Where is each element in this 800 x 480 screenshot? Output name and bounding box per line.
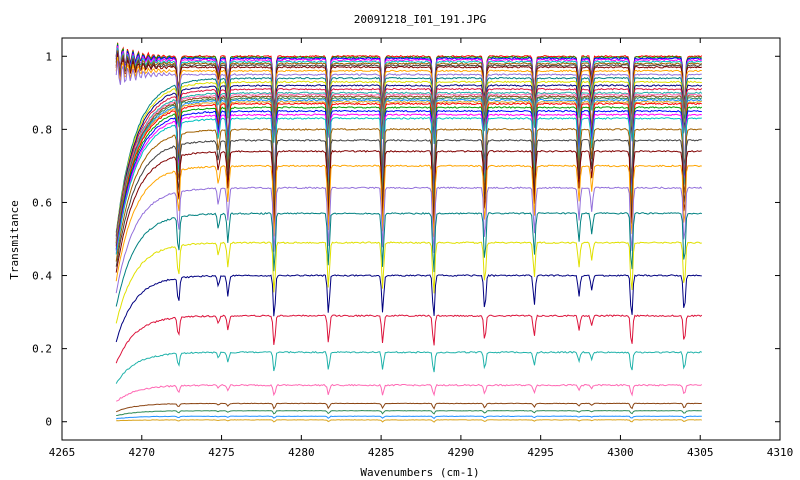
- y-tick-label: 0.6: [32, 196, 52, 209]
- series-line: [115, 47, 702, 118]
- series-line: [115, 100, 702, 247]
- series-line: [115, 186, 703, 294]
- series-line: [115, 96, 703, 244]
- series-line: [115, 274, 702, 343]
- y-tick-label: 0.4: [32, 270, 52, 283]
- series-line: [115, 127, 702, 262]
- y-tick-label: 0.8: [32, 123, 52, 136]
- series-layer: [115, 42, 703, 423]
- series-line: [115, 113, 702, 254]
- y-axis-label: Transmitance: [8, 200, 21, 279]
- y-tick-label: 0.2: [32, 343, 52, 356]
- series-line: [115, 91, 703, 241]
- x-tick-label: 4270: [129, 446, 156, 459]
- series-line: [115, 87, 703, 240]
- series-line: [115, 52, 702, 122]
- x-tick-label: 4310: [767, 446, 794, 459]
- y-tick-label: 1: [45, 50, 52, 63]
- x-tick-label: 4290: [448, 446, 475, 459]
- series-line: [115, 93, 702, 243]
- plot-frame: [61, 37, 781, 441]
- y-axis-ticks: 0 0.2 0.4 0.6 0.8 1: [32, 50, 780, 429]
- series-line: [115, 109, 702, 251]
- series-line: [115, 84, 703, 237]
- series-line: [115, 241, 702, 324]
- series-line: [116, 383, 703, 402]
- series-line: [116, 415, 702, 420]
- series-line: [115, 42, 703, 114]
- x-tick-label: 4265: [49, 446, 76, 459]
- series-line: [115, 106, 703, 249]
- x-tick-label: 4285: [368, 446, 395, 459]
- series-line: [115, 149, 702, 273]
- y-tick-label: 0: [45, 416, 52, 429]
- series-line: [115, 138, 702, 267]
- series-line: [115, 350, 703, 384]
- series-line: [115, 102, 703, 247]
- series-line: [115, 45, 702, 117]
- series-line: [115, 211, 702, 307]
- series-line: [115, 117, 702, 255]
- series-line: [115, 76, 703, 233]
- x-axis-ticks: 4265 4270 4275 4280 4285 4290 4295 4300 4305 4310: [49, 38, 794, 459]
- series-line: [115, 57, 702, 126]
- x-axis-label: Wavenumbers (cm-1): [360, 466, 479, 479]
- x-tick-label: 4305: [687, 446, 714, 459]
- series-line: [115, 402, 702, 413]
- series-line: [115, 164, 702, 282]
- series-line: [115, 50, 703, 119]
- series-line: [116, 409, 702, 416]
- x-tick-label: 4300: [607, 446, 634, 459]
- series-line: [115, 80, 702, 236]
- series-line: [115, 98, 703, 245]
- series-line: [115, 53, 702, 123]
- x-tick-label: 4295: [527, 446, 554, 459]
- series-line: [115, 44, 702, 115]
- series-line: [115, 95, 703, 244]
- chart-title: 20091218_I01_191.JPG: [354, 13, 486, 26]
- series-line: [116, 419, 702, 423]
- series-line: [115, 314, 703, 364]
- x-tick-label: 4275: [208, 446, 235, 459]
- series-line: [115, 60, 702, 129]
- x-tick-label: 4280: [288, 446, 315, 459]
